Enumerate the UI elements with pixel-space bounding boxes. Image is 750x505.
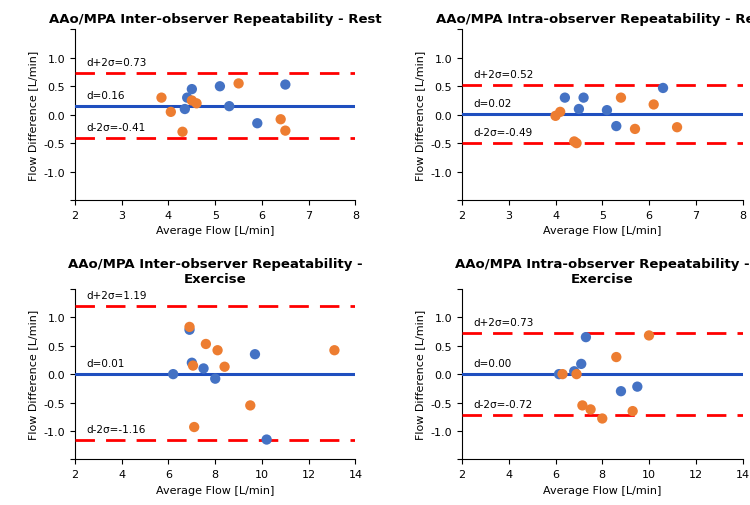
Point bbox=[553, 370, 565, 378]
Text: d=0.16: d=0.16 bbox=[86, 90, 124, 100]
Point bbox=[244, 401, 256, 410]
Y-axis label: Flow Difference [L/min]: Flow Difference [L/min] bbox=[416, 50, 425, 180]
Point bbox=[671, 124, 683, 132]
Text: d=0.00: d=0.00 bbox=[473, 359, 512, 369]
Point bbox=[580, 333, 592, 341]
Point bbox=[575, 360, 587, 368]
Point bbox=[224, 103, 236, 111]
Point bbox=[643, 332, 655, 340]
X-axis label: Average Flow [L/min]: Average Flow [L/min] bbox=[156, 226, 274, 236]
Point bbox=[610, 354, 622, 362]
Point bbox=[218, 363, 230, 371]
Point bbox=[167, 370, 179, 378]
Point bbox=[328, 346, 340, 355]
Text: d-2σ=-0.41: d-2σ=-0.41 bbox=[86, 123, 146, 133]
Point bbox=[279, 127, 291, 135]
Text: d+2σ=0.73: d+2σ=0.73 bbox=[86, 58, 146, 68]
Point bbox=[165, 109, 177, 117]
Point bbox=[632, 383, 644, 391]
Point bbox=[554, 109, 566, 117]
Point bbox=[584, 406, 596, 414]
Text: d+2σ=0.52: d+2σ=0.52 bbox=[473, 70, 534, 80]
Point bbox=[155, 94, 167, 103]
Y-axis label: Flow Difference [L/min]: Flow Difference [L/min] bbox=[28, 50, 38, 180]
Point bbox=[571, 370, 583, 378]
Point bbox=[648, 101, 660, 109]
X-axis label: Average Flow [L/min]: Average Flow [L/min] bbox=[543, 485, 662, 495]
Point bbox=[184, 326, 196, 334]
Text: d=0.02: d=0.02 bbox=[473, 98, 512, 109]
Point bbox=[577, 401, 589, 410]
Text: d-2σ=-0.49: d-2σ=-0.49 bbox=[473, 127, 532, 137]
Point bbox=[601, 107, 613, 115]
Point bbox=[657, 85, 669, 93]
Point bbox=[596, 415, 608, 423]
Point bbox=[186, 97, 198, 106]
Point bbox=[209, 375, 221, 383]
Text: d+2σ=1.19: d+2σ=1.19 bbox=[86, 291, 147, 301]
Y-axis label: Flow Difference [L/min]: Flow Difference [L/min] bbox=[28, 310, 38, 439]
Title: AAo/MPA Intra-observer Repeatability -
Exercise: AAo/MPA Intra-observer Repeatability - E… bbox=[455, 258, 749, 285]
Point bbox=[184, 323, 196, 331]
Text: d=0.01: d=0.01 bbox=[86, 358, 124, 368]
Point bbox=[578, 94, 590, 103]
X-axis label: Average Flow [L/min]: Average Flow [L/min] bbox=[156, 485, 274, 495]
Point bbox=[571, 140, 583, 148]
Text: d-2σ=-0.72: d-2σ=-0.72 bbox=[473, 399, 532, 409]
Point bbox=[187, 362, 199, 370]
Point bbox=[556, 370, 568, 378]
X-axis label: Average Flow [L/min]: Average Flow [L/min] bbox=[543, 226, 662, 236]
Point bbox=[610, 123, 622, 131]
Point bbox=[190, 100, 202, 108]
Point bbox=[274, 116, 286, 124]
Point bbox=[211, 346, 223, 355]
Y-axis label: Flow Difference [L/min]: Flow Difference [L/min] bbox=[416, 310, 425, 439]
Point bbox=[568, 138, 580, 146]
Point bbox=[232, 80, 244, 88]
Point bbox=[629, 126, 641, 134]
Point bbox=[627, 407, 639, 415]
Point bbox=[559, 94, 571, 103]
Text: d-2σ=-1.16: d-2σ=-1.16 bbox=[86, 424, 146, 434]
Point bbox=[251, 120, 263, 128]
Point bbox=[200, 340, 212, 348]
Point bbox=[176, 128, 188, 136]
Point bbox=[182, 94, 194, 103]
Point bbox=[178, 106, 190, 114]
Point bbox=[249, 350, 261, 359]
Point bbox=[214, 83, 226, 91]
Point bbox=[197, 365, 209, 373]
Point bbox=[615, 387, 627, 395]
Point bbox=[615, 94, 627, 103]
Title: AAo/MPA Intra-observer Repeatability - Rest: AAo/MPA Intra-observer Repeatability - R… bbox=[436, 14, 750, 26]
Title: AAo/MPA Inter-observer Repeatability - Rest: AAo/MPA Inter-observer Repeatability - R… bbox=[49, 14, 382, 26]
Point bbox=[550, 113, 562, 121]
Text: d+2σ=0.73: d+2σ=0.73 bbox=[473, 317, 534, 327]
Point bbox=[573, 106, 585, 114]
Point bbox=[186, 359, 198, 367]
Point bbox=[188, 423, 200, 431]
Point bbox=[568, 368, 580, 376]
Title: AAo/MPA Inter-observer Repeatability -
Exercise: AAo/MPA Inter-observer Repeatability - E… bbox=[68, 258, 362, 285]
Point bbox=[186, 86, 198, 94]
Point bbox=[279, 81, 291, 89]
Point bbox=[261, 436, 273, 444]
